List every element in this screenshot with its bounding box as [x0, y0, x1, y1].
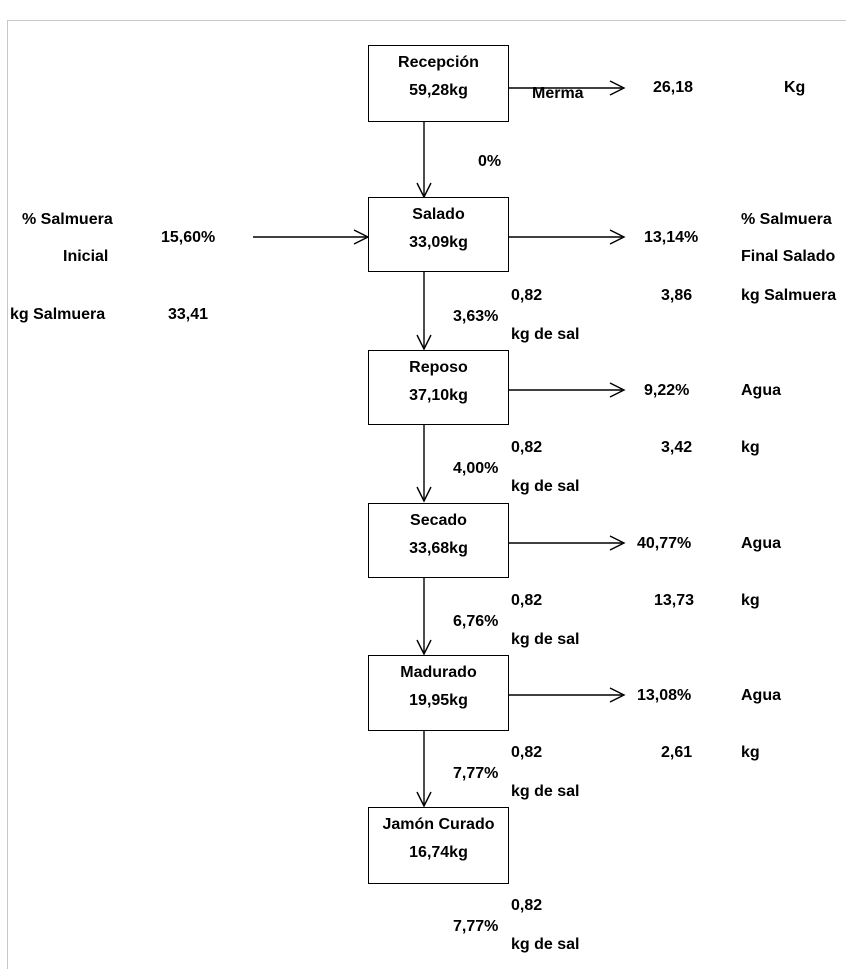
step-name: Salado — [412, 206, 465, 223]
link-pct-4: 7,77% — [453, 765, 499, 782]
water-kg-2: 13,73 — [654, 592, 695, 609]
water-label-3: Agua — [741, 687, 781, 704]
water-label-2: Agua — [741, 535, 781, 552]
salmuera-pct: 15,60% — [161, 229, 216, 246]
step-recepcion: Recepción 59,28kg — [368, 45, 509, 122]
sal-label-2: kg de sal — [511, 478, 580, 495]
link-pct-3: 6,76% — [453, 613, 499, 630]
water-pct-3: 13,08% — [637, 687, 692, 704]
sal-label-3: kg de sal — [511, 631, 580, 648]
frame-left-border — [7, 20, 8, 969]
salado-out-kg: 3,86 — [661, 287, 693, 304]
step-weight: 19,95kg — [409, 692, 468, 709]
salmuera-label-2: Inicial — [63, 248, 109, 265]
salado-out-pct: 13,14% — [644, 229, 699, 246]
step-madurado: Madurado 19,95kg — [368, 655, 509, 731]
water-label-1: Agua — [741, 382, 781, 399]
kg-salmuera-value: 33,41 — [168, 306, 209, 323]
sal-value-5: 0,82 — [511, 897, 543, 914]
step-name: Reposo — [409, 359, 468, 376]
merma-unit: Kg — [784, 79, 806, 96]
sal-label-1: kg de sal — [511, 326, 580, 343]
sal-value-4: 0,82 — [511, 744, 543, 761]
frame-top-border — [7, 20, 846, 21]
step-secado: Secado 33,68kg — [368, 503, 509, 578]
water-kg-1: 3,42 — [661, 439, 693, 456]
water-kg-label-1: kg — [741, 439, 760, 456]
step-weight: 16,74kg — [409, 844, 468, 861]
water-pct-2: 40,77% — [637, 535, 692, 552]
merma-label: Merma — [532, 85, 584, 102]
sal-value-1: 0,82 — [511, 287, 543, 304]
kg-salmuera-label: kg Salmuera — [10, 306, 106, 323]
step-reposo: Reposo 37,10kg — [368, 350, 509, 425]
link-pct-1: 3,63% — [453, 308, 499, 325]
salado-out-label-2: Final Salado — [741, 248, 836, 265]
link-pct-5: 7,77% — [453, 918, 499, 935]
water-kg-label-3: kg — [741, 744, 760, 761]
step-jamon-curado: Jamón Curado 16,74kg — [368, 807, 509, 884]
sal-label-5: kg de sal — [511, 936, 580, 953]
step-weight: 59,28kg — [409, 82, 468, 99]
merma-value: 26,18 — [653, 79, 694, 96]
link-pct-0: 0% — [478, 153, 502, 170]
step-weight: 33,68kg — [409, 540, 468, 557]
sal-value-2: 0,82 — [511, 439, 543, 456]
step-name: Madurado — [400, 664, 477, 681]
step-name: Secado — [410, 512, 467, 529]
sal-value-3: 0,82 — [511, 592, 543, 609]
link-pct-2: 4,00% — [453, 460, 499, 477]
salado-out-kg-label: kg Salmuera — [741, 287, 837, 304]
water-kg-3: 2,61 — [661, 744, 693, 761]
water-pct-1: 9,22% — [644, 382, 690, 399]
salmuera-label-1: % Salmuera — [22, 211, 113, 228]
salado-out-label-1: % Salmuera — [741, 211, 832, 228]
step-salado: Salado 33,09kg — [368, 197, 509, 272]
sal-label-4: kg de sal — [511, 783, 580, 800]
step-weight: 37,10kg — [409, 387, 468, 404]
step-name: Jamón Curado — [382, 816, 495, 833]
step-name: Recepción — [398, 54, 479, 71]
step-weight: 33,09kg — [409, 234, 468, 251]
water-kg-label-2: kg — [741, 592, 760, 609]
